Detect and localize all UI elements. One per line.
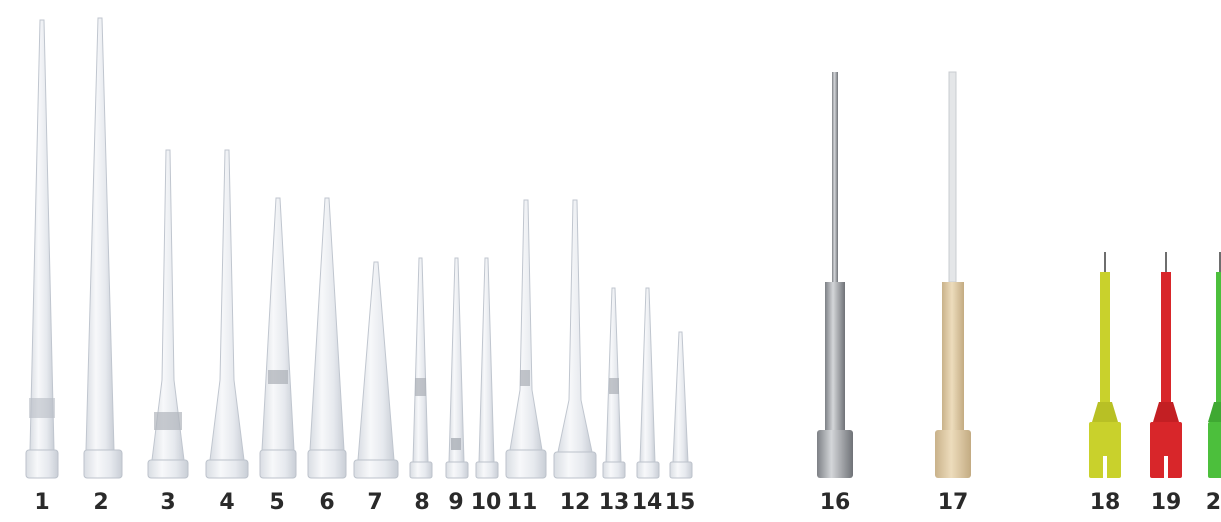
tip-8 — [409, 257, 433, 479]
tip-label-9: 9 — [448, 490, 464, 515]
tip-label-14: 14 — [631, 490, 663, 515]
tip-5 — [259, 197, 297, 479]
tip-label-6: 6 — [319, 490, 335, 515]
tip-label-8: 8 — [414, 490, 430, 515]
tip-label-20: 20 — [1205, 490, 1221, 515]
tip-16 — [817, 72, 853, 478]
tip-1 — [25, 19, 59, 479]
tip-label-10: 10 — [470, 490, 502, 515]
tip-7 — [353, 261, 399, 479]
tip-label-17: 17 — [937, 490, 969, 515]
tip-label-5: 5 — [269, 490, 285, 515]
tip-label-12: 12 — [559, 490, 591, 515]
tip-10 — [475, 257, 499, 479]
tip-label-1: 1 — [34, 490, 50, 515]
tip-14 — [636, 287, 660, 479]
tip-6 — [307, 197, 347, 479]
tip-label-15: 15 — [664, 490, 696, 515]
tip-20 — [1208, 252, 1221, 478]
tip-label-4: 4 — [219, 490, 235, 515]
tip-label-3: 3 — [160, 490, 176, 515]
tip-17 — [935, 71, 971, 478]
tip-12 — [553, 199, 597, 479]
tip-label-19: 19 — [1150, 490, 1182, 515]
tip-13 — [602, 287, 626, 479]
tip-11 — [505, 199, 547, 479]
tip-label-11: 11 — [506, 490, 538, 515]
tip-label-13: 13 — [598, 490, 630, 515]
tip-9 — [445, 257, 469, 479]
tip-4 — [205, 149, 249, 479]
tip-2 — [83, 17, 123, 479]
tip-label-2: 2 — [93, 490, 109, 515]
tip-label-16: 16 — [819, 490, 851, 515]
tip-3 — [147, 149, 189, 479]
tip-15 — [669, 331, 693, 479]
tip-19 — [1150, 252, 1182, 478]
tip-18 — [1089, 252, 1121, 478]
tip-label-7: 7 — [367, 490, 383, 515]
tip-label-18: 18 — [1089, 490, 1121, 515]
